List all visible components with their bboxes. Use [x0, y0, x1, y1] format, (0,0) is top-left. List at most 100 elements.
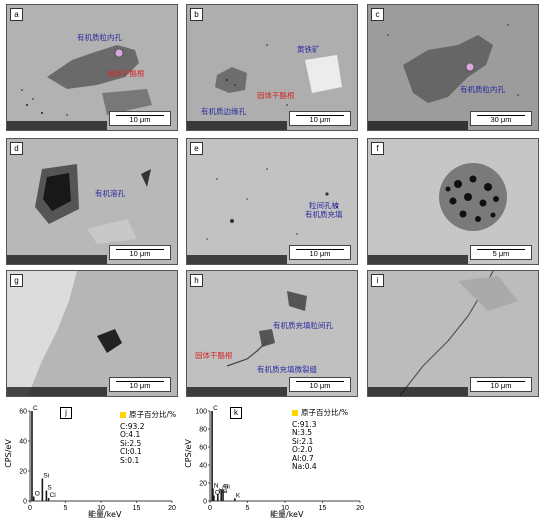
peak-Si — [222, 489, 224, 501]
sem-image-i — [368, 271, 538, 396]
peak-label-K: K — [236, 492, 241, 499]
sem-info-bar — [368, 121, 468, 130]
note-c-1: 有机质粒内孔 — [460, 85, 505, 94]
x-tick-label: 10 — [281, 505, 289, 512]
scale-bar-f: 5 μm — [470, 245, 532, 260]
peak-label-Cl: Cl — [50, 492, 57, 499]
eds-chart-j: 0 5 10 15 20 0 20 40 60 C O Si S Cl j CPS/eV 能量/keV 原… — [0, 401, 180, 521]
note-a-2: 固体干酪根 — [107, 69, 145, 78]
scale-bar-a: 10 μm — [109, 111, 171, 126]
sem-image-a — [7, 5, 177, 130]
y-tick-label: 0 — [203, 499, 207, 506]
note-a-1: 有机质粒内孔 — [77, 33, 122, 42]
panel-label-c: c — [371, 8, 384, 21]
peak-label-N: N — [214, 482, 219, 489]
peak-C — [211, 411, 213, 501]
chart-label-k: k — [230, 407, 242, 419]
y-tick-label: 40 — [19, 439, 27, 446]
peak-S — [45, 490, 48, 501]
peak-label-O: O — [215, 490, 220, 497]
scale-bar-d: 10 μm — [109, 245, 171, 260]
sem-image-g — [7, 271, 177, 396]
x-tick-label: 15 — [133, 505, 141, 512]
y-tick-label: 60 — [19, 409, 27, 416]
x-axis-title-k: 能量/keV — [270, 510, 304, 519]
sem-info-bar — [7, 121, 107, 130]
panel-label-h: h — [190, 274, 203, 287]
peak-label-O: O — [35, 491, 40, 498]
peak-O — [32, 496, 35, 501]
note-e-1: 粒间孔被 — [309, 201, 339, 210]
legend-j: 原子百分比/% C:93.2 O:4.1 Si:2.5 Cl:0.1 S:0.1 — [120, 410, 177, 465]
x-tick-label: 5 — [64, 505, 68, 512]
y-tick-label: 40 — [199, 463, 207, 470]
sem-panel-d: d 有机溶孔 10 μm — [6, 138, 178, 265]
note-d-1: 有机溶孔 — [95, 189, 125, 198]
x-tick-label: 5 — [246, 505, 250, 512]
peak-N — [212, 488, 214, 501]
scale-bar-c: 30 μm — [470, 111, 532, 126]
x-tick-label: 15 — [319, 505, 327, 512]
sem-panel-c: c 有机质粒内孔 30 μm — [367, 4, 539, 131]
y-tick-label: 0 — [23, 499, 27, 506]
scale-bar-e: 10 μm — [289, 245, 351, 260]
peak-Al — [220, 489, 222, 501]
sem-info-bar — [187, 255, 287, 264]
y-tick-label: 20 — [19, 469, 27, 476]
eds-plot-j: 0 5 10 15 20 0 20 40 60 C O Si SCl — [19, 405, 176, 512]
peak-C — [31, 411, 33, 501]
x-axis-title-j: 能量/keV — [88, 510, 122, 519]
legend-swatch — [120, 412, 126, 418]
panel-label-f: f — [371, 142, 384, 155]
sem-image-h — [187, 271, 357, 396]
sem-panel-b: b 黄铁矿 固体干酪根 有机质边缘孔 10 μm — [186, 4, 358, 131]
peak-label-Si: Si — [224, 483, 230, 490]
x-tick-label: 20 — [356, 505, 364, 512]
sem-info-bar — [368, 255, 468, 264]
peak-Si — [41, 478, 44, 501]
note-h-3: 有机质充填微裂缝 — [257, 365, 317, 374]
x-tick-label: 0 — [28, 505, 32, 512]
scale-bar-g: 10 μm — [109, 377, 171, 392]
x-tick-label: 10 — [97, 505, 105, 512]
peak-label-C: C — [33, 405, 38, 412]
y-tick-label: 20 — [199, 481, 207, 488]
x-tick-label: 0 — [208, 505, 212, 512]
scale-bar-b: 10 μm — [289, 111, 351, 126]
note-h-2: 固体干酪根 — [195, 351, 233, 360]
panel-label-b: b — [190, 8, 203, 21]
sem-panel-f: f 5 μm — [367, 138, 539, 265]
sem-info-bar — [187, 121, 287, 130]
sem-info-bar — [368, 387, 468, 396]
peak-K — [234, 498, 236, 501]
sem-image-f — [368, 139, 538, 264]
panel-label-e: e — [190, 142, 203, 155]
panel-label-g: g — [10, 274, 23, 287]
sem-image-e — [187, 139, 357, 264]
y-axis-title-j: CPS/eV — [3, 439, 13, 468]
chart-label-j: j — [60, 407, 72, 419]
sem-image-c — [368, 5, 538, 130]
sem-image-b — [187, 5, 357, 130]
y-tick-label: 80 — [199, 427, 207, 434]
peak-label-Si: Si — [43, 473, 49, 480]
eds-plot-k: 05101520020406080100CNONaAlSiK — [195, 405, 364, 512]
peak-label-Al: Al — [222, 483, 228, 490]
sem-panel-g: g 10 μm — [6, 270, 178, 397]
sem-info-bar — [7, 387, 107, 396]
scale-bar-i: 10 μm — [470, 377, 532, 392]
sem-info-bar — [187, 387, 287, 396]
y-tick-label: 100 — [195, 409, 207, 416]
panel-label-a: a — [10, 8, 23, 21]
sem-panel-h: h 有机质充填粒间孔 固体干酪根 有机质充填微裂缝 10 μm — [186, 270, 358, 397]
eds-chart-k: 05101520020406080100CNONaAlSiK k CPS/eV … — [180, 401, 370, 521]
sem-panel-e: e 粒间孔被 有机质充填 10 μm — [186, 138, 358, 265]
peak-O — [213, 495, 215, 501]
sem-image-d — [7, 139, 177, 264]
panel-label-d: d — [10, 142, 23, 155]
legend-k: 原子百分比/% C:91.3 N:3.5 Si:2.1 O:2.0 Al:0.7… — [292, 408, 349, 471]
sem-panel-i: i 10 μm — [367, 270, 539, 397]
note-h-1: 有机质充填粒间孔 — [273, 321, 333, 330]
note-b-2: 固体干酪根 — [257, 91, 295, 100]
sem-info-bar — [7, 255, 107, 264]
